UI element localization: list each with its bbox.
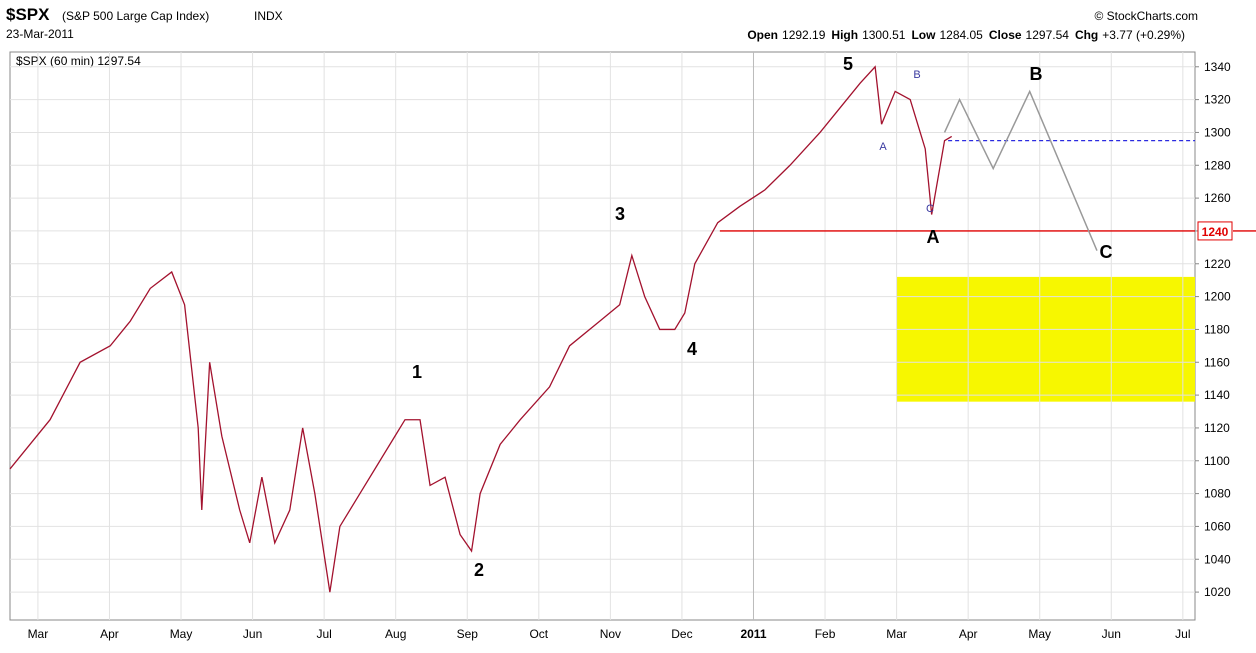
quote-value: 1297.54	[1026, 28, 1070, 42]
x-tick-label: May	[170, 627, 193, 641]
legend: $SPX (60 min) 1297.54	[16, 54, 141, 68]
x-tick-label: Jun	[243, 627, 262, 641]
x-tick-label: Mar	[886, 627, 907, 641]
quote-value: 1292.19	[782, 28, 826, 42]
copyright: © StockCharts.com	[1094, 9, 1198, 23]
quote-value: +3.77 (+0.29%)	[1102, 28, 1185, 42]
quote-value: 1300.51	[862, 28, 906, 42]
wave-label: 2	[474, 560, 484, 580]
wave-label: 3	[615, 204, 625, 224]
wave-label: B	[1030, 64, 1043, 84]
price-line	[943, 89, 1098, 251]
y-tick-label: 1160	[1204, 355, 1230, 369]
level-label: 1240	[1202, 225, 1229, 239]
target-zone	[896, 276, 1195, 402]
x-tick-label: Dec	[671, 627, 692, 641]
x-tick-label: Aug	[385, 627, 406, 641]
exchange: INDX	[254, 9, 283, 23]
x-tick-label: Jun	[1102, 627, 1121, 641]
y-tick-label: 1280	[1204, 158, 1231, 172]
wave-label: C	[1100, 242, 1113, 262]
x-tick-label: Feb	[815, 627, 836, 641]
y-tick-label: 1320	[1204, 93, 1231, 107]
x-tick-label: Nov	[600, 627, 621, 641]
y-tick-label: 1200	[1204, 290, 1231, 304]
x-tick-label: Jul	[316, 627, 331, 641]
y-tick-label: 1080	[1204, 487, 1231, 501]
level-box	[1197, 221, 1233, 241]
x-tick-label: 2011	[740, 627, 766, 641]
y-tick-label: 1020	[1204, 585, 1231, 599]
x-tick-label: May	[1028, 627, 1051, 641]
index-name: (S&P 500 Large Cap Index)	[62, 9, 209, 23]
x-tick-label: Mar	[28, 627, 49, 641]
price-line	[9, 65, 953, 593]
y-tick-label: 1120	[1204, 421, 1230, 435]
y-tick-label: 1340	[1204, 60, 1231, 74]
x-tick-label: Sep	[457, 627, 479, 641]
y-tick-label: 1060	[1204, 519, 1231, 533]
quote-value: 1284.05	[939, 28, 983, 42]
x-tick-label: Oct	[529, 627, 548, 641]
quote: Open 1292.19 High 1300.51 Low 1284.05 Close 129…	[747, 28, 1185, 42]
wave-label: 4	[687, 339, 697, 359]
wave-label: A	[879, 141, 887, 153]
x-tick-label: Apr	[959, 627, 978, 641]
y-tick-label: 1260	[1204, 191, 1231, 205]
y-tick-label: 1220	[1204, 257, 1231, 271]
wave-label: C	[926, 203, 934, 215]
x-tick-label: Apr	[100, 627, 119, 641]
date: 23-Mar-2011	[6, 27, 74, 41]
quote-label: Low	[911, 28, 936, 42]
quote-label: Chg	[1075, 28, 1098, 42]
y-tick-label: 1040	[1204, 552, 1231, 566]
quote-label: Close	[989, 28, 1022, 42]
wave-label: B	[913, 69, 920, 81]
quote-label: Open	[747, 28, 778, 42]
symbol: $SPX	[6, 5, 50, 24]
wave-label: 1	[412, 362, 422, 382]
y-tick-label: 1300	[1204, 125, 1231, 139]
y-tick-label: 1100	[1204, 454, 1230, 468]
y-tick-label: 1140	[1204, 388, 1230, 402]
quote-label: High	[831, 28, 858, 42]
wave-label: 5	[843, 54, 853, 74]
y-tick-label: 1180	[1204, 322, 1230, 336]
wave-label: A	[927, 227, 940, 247]
x-tick-label: Jul	[1175, 627, 1190, 641]
